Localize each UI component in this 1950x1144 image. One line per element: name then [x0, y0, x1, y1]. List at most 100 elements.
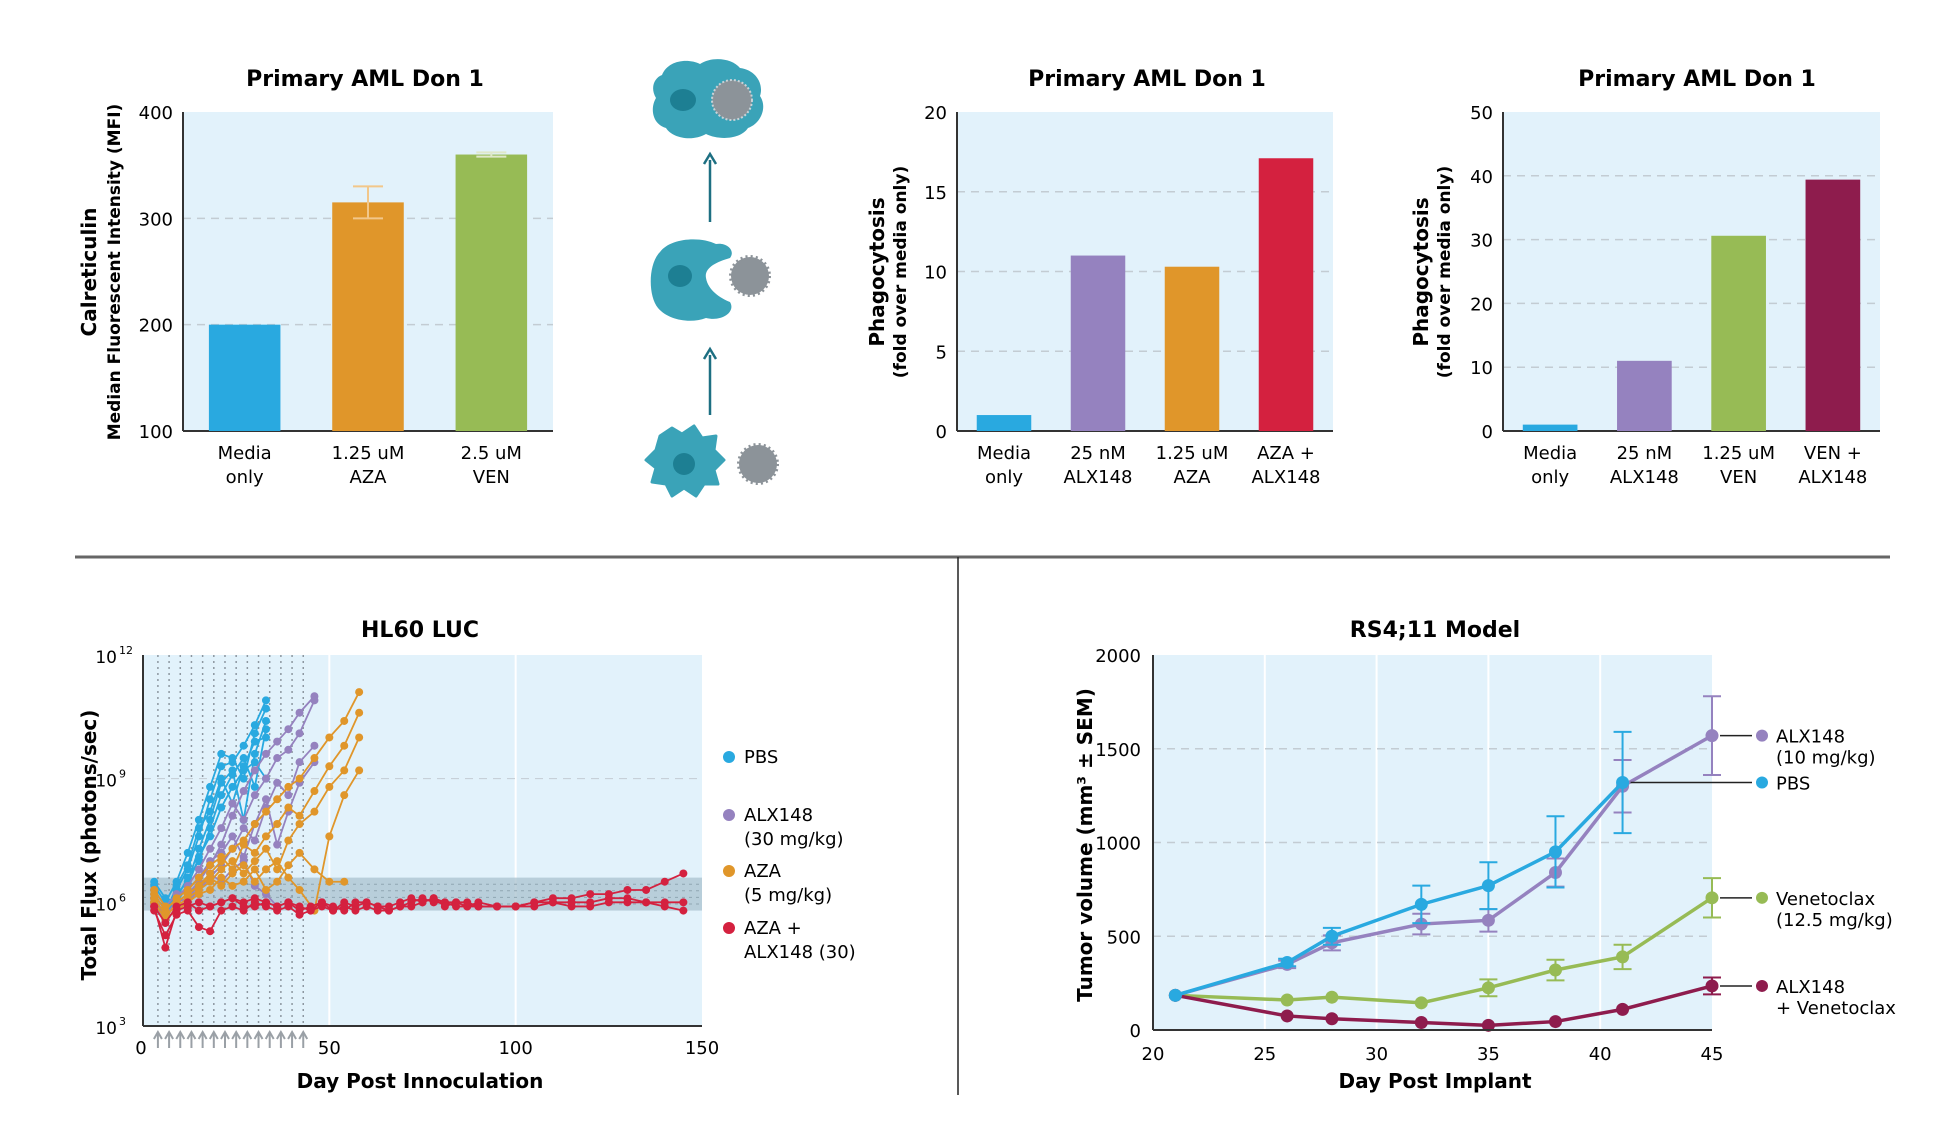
data-point — [273, 795, 282, 804]
data-point — [239, 902, 248, 911]
legend-label: Venetoclax — [1776, 889, 1875, 910]
data-point — [261, 898, 270, 907]
data-point — [161, 918, 170, 927]
data-point — [261, 733, 270, 742]
data-point — [228, 770, 237, 779]
data-point — [206, 861, 215, 870]
y-tick-label: 10 — [924, 263, 947, 284]
data-point — [429, 894, 438, 903]
data-point — [273, 840, 282, 849]
data-point — [1168, 988, 1182, 1002]
bar — [1805, 179, 1861, 431]
data-point — [217, 898, 226, 907]
data-point — [250, 857, 259, 866]
data-point — [355, 708, 364, 717]
data-point — [250, 848, 259, 857]
x-tick-label: ALX148 — [1063, 467, 1132, 488]
data-point — [161, 931, 170, 940]
x-tick-label: 1.25 uM — [332, 443, 405, 464]
legend-marker — [723, 809, 735, 821]
data-point — [548, 898, 557, 907]
dosing-arrowhead — [197, 1029, 208, 1040]
x-tick-label: 2.5 uM — [461, 443, 522, 464]
x-tick-label: VEN — [1720, 467, 1757, 488]
data-point — [295, 820, 304, 829]
x-tick-label: 25 — [1253, 1044, 1276, 1065]
dosing-arrowhead — [164, 1029, 174, 1040]
data-point — [228, 844, 237, 853]
data-point — [679, 906, 688, 915]
data-point — [250, 737, 259, 746]
y-tick-label: 30 — [1470, 231, 1493, 252]
x-tick-label: ALX148 — [1798, 467, 1867, 488]
data-point — [239, 766, 248, 775]
plot-area — [1153, 655, 1712, 1030]
data-point — [183, 898, 192, 907]
data-point — [239, 861, 248, 870]
data-point — [284, 791, 293, 800]
data-point — [1325, 1012, 1339, 1026]
data-point — [1414, 996, 1428, 1010]
rs411-tumor-volume-chart: RS4;11 Model Tumor volume (mm³ ± SEM) Da… — [1073, 618, 1896, 1093]
y-tick-label: 500 — [1107, 927, 1141, 948]
data-point — [150, 902, 159, 911]
legend-label: AZA — [744, 861, 782, 882]
data-point — [325, 832, 334, 841]
data-point — [239, 774, 248, 783]
x-tick-label: ALX148 — [1251, 467, 1320, 488]
x-tick-label: 50 — [318, 1038, 341, 1059]
chart-title: Primary AML Don 1 — [246, 67, 484, 92]
data-point — [194, 890, 203, 899]
y-tick-exponent: 3 — [119, 1015, 126, 1028]
legend-marker — [723, 922, 735, 934]
data-point — [217, 749, 226, 758]
data-point — [373, 902, 382, 911]
data-point — [1280, 956, 1294, 969]
data-point — [493, 902, 502, 911]
macrophage-engulfing-icon — [650, 239, 771, 321]
dosing-arrowhead — [287, 1029, 297, 1040]
data-point — [183, 861, 192, 870]
data-point — [340, 906, 349, 915]
data-point — [340, 877, 349, 886]
data-point — [161, 943, 170, 952]
data-point — [273, 877, 282, 886]
data-point — [1414, 1016, 1428, 1029]
data-point — [474, 902, 483, 911]
data-point — [217, 803, 226, 812]
data-point — [261, 725, 270, 734]
series-line — [1175, 984, 1713, 1028]
y-tick-label: 20 — [924, 103, 947, 124]
x-tick-label: 1.25 uM — [1702, 443, 1775, 464]
arrow-up-icon — [702, 151, 718, 222]
data-point — [325, 762, 334, 771]
data-point — [452, 898, 461, 907]
data-point — [273, 902, 282, 911]
dosing-arrowhead — [175, 1029, 186, 1040]
data-point — [217, 840, 226, 849]
data-point — [261, 844, 270, 853]
data-point — [273, 820, 282, 829]
data-point — [217, 881, 226, 890]
data-point — [284, 725, 293, 734]
data-point — [194, 852, 203, 861]
data-point — [440, 902, 449, 911]
y-tick-label: 10 — [95, 1019, 117, 1039]
dosing-arrowhead — [153, 1029, 163, 1040]
dosing-arrowhead — [253, 1029, 264, 1040]
data-point — [183, 906, 192, 915]
data-point — [150, 877, 159, 886]
data-point — [273, 754, 282, 763]
x-tick-label: 25 nM — [1617, 443, 1673, 464]
x-tick-label: VEN + — [1804, 443, 1862, 464]
data-point — [284, 861, 293, 870]
dosing-arrowhead — [276, 1029, 286, 1040]
data-point — [1548, 1015, 1562, 1029]
y-tick-exponent: 12 — [119, 644, 133, 657]
data-point — [183, 890, 192, 899]
data-point — [1414, 897, 1428, 911]
data-point — [1705, 979, 1719, 993]
x-tick-label: 0 — [135, 1038, 146, 1059]
data-point — [194, 824, 203, 833]
plot-area — [143, 655, 702, 1026]
